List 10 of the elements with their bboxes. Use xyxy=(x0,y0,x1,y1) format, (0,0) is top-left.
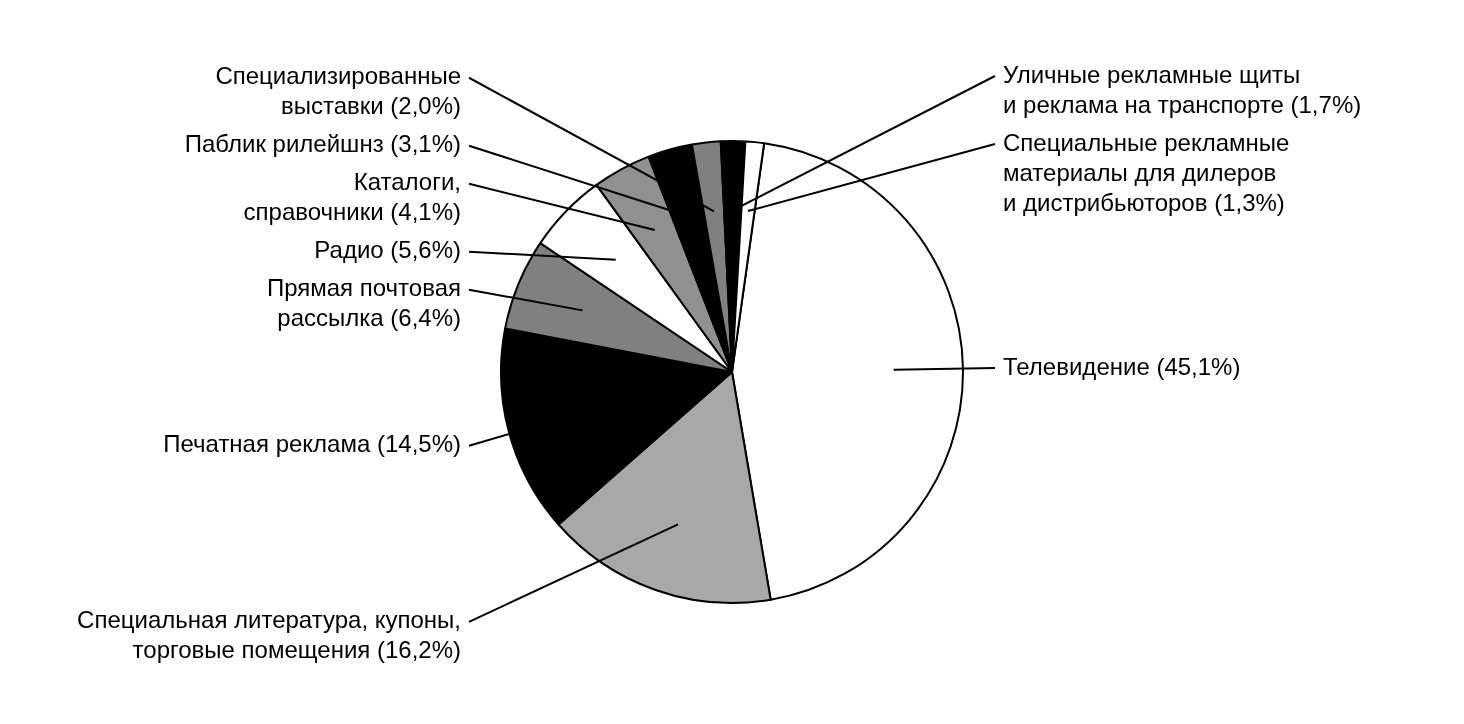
slice-label: Телевидение (45,1%) xyxy=(1003,352,1241,380)
slice-label: Паблик рилейшнз (3,1%) xyxy=(184,130,461,158)
slice-label: Печатная реклама (14,5%) xyxy=(163,430,461,458)
slice-label: Каталоги, справочники (4,1%) xyxy=(243,168,461,226)
slice-label: Прямая почтовая рассылка (6,4%) xyxy=(266,274,461,332)
slice-label: Специальные рекламные материалы для дилеров и дистрибьюторов (1,3%) xyxy=(1003,128,1290,216)
slice-label: Уличные рекламные щиты и реклама на транспорте (1,7%) xyxy=(1003,60,1362,118)
slice-label: Специализированные выставки (2,0%) xyxy=(215,62,461,120)
slice-label: Радио (5,6%) xyxy=(314,236,461,264)
slice-label: Специальная литература, купоны, торговые помещения (16,2%) xyxy=(77,606,461,664)
